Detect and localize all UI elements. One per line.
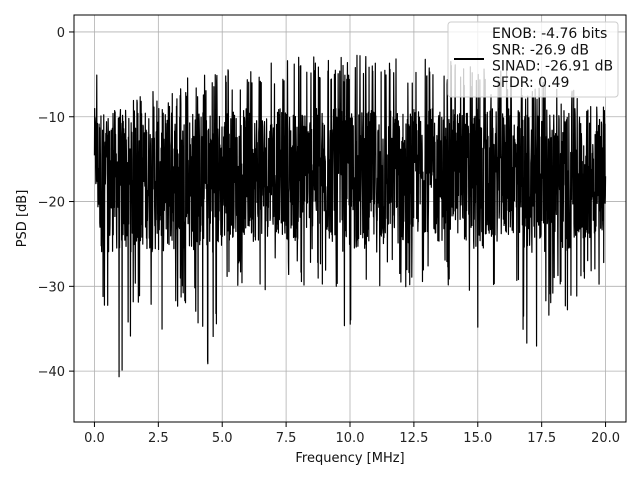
- y-axis-ticks: 0 −10 −20 −30 −40: [38, 26, 74, 380]
- y-tick-label: 0: [57, 26, 65, 41]
- x-tick-label: 10.0: [336, 431, 365, 446]
- y-tick-label: −20: [38, 196, 65, 211]
- x-tick-label: 2.5: [148, 431, 169, 446]
- legend-enob: ENOB: -4.76 bits: [492, 26, 607, 42]
- psd-trace-line: [93, 54, 607, 378]
- legend-sinad: SINAD: -26.91 dB: [492, 59, 613, 75]
- legend-sfdr: SFDR: 0.49: [492, 75, 569, 91]
- y-tick-label: −30: [38, 280, 65, 295]
- x-axis-label: Frequency [MHz]: [295, 451, 404, 466]
- psd-trace: [93, 54, 607, 378]
- y-tick-label: −10: [38, 111, 65, 126]
- x-tick-label: 15.0: [463, 431, 492, 446]
- legend-box: [447, 21, 619, 98]
- x-tick-label: 5.0: [212, 431, 233, 446]
- x-tick-label: 20.0: [591, 431, 620, 446]
- x-tick-label: 17.5: [527, 431, 556, 446]
- y-axis-label: PSD [dB]: [15, 190, 30, 248]
- x-tick-label: 7.5: [276, 431, 297, 446]
- legend: ENOB: -4.76 bits SNR: -26.9 dB SINAD: -2…: [447, 21, 619, 98]
- x-axis-ticks: 0.0 2.5 5.0 7.5 10.0 12.5 15.0 17.5 20.0: [84, 422, 620, 446]
- x-tick-label: 0.0: [84, 431, 105, 446]
- legend-snr: SNR: -26.9 dB: [492, 42, 589, 58]
- x-tick-label: 12.5: [399, 431, 428, 446]
- y-tick-label: −40: [38, 365, 65, 380]
